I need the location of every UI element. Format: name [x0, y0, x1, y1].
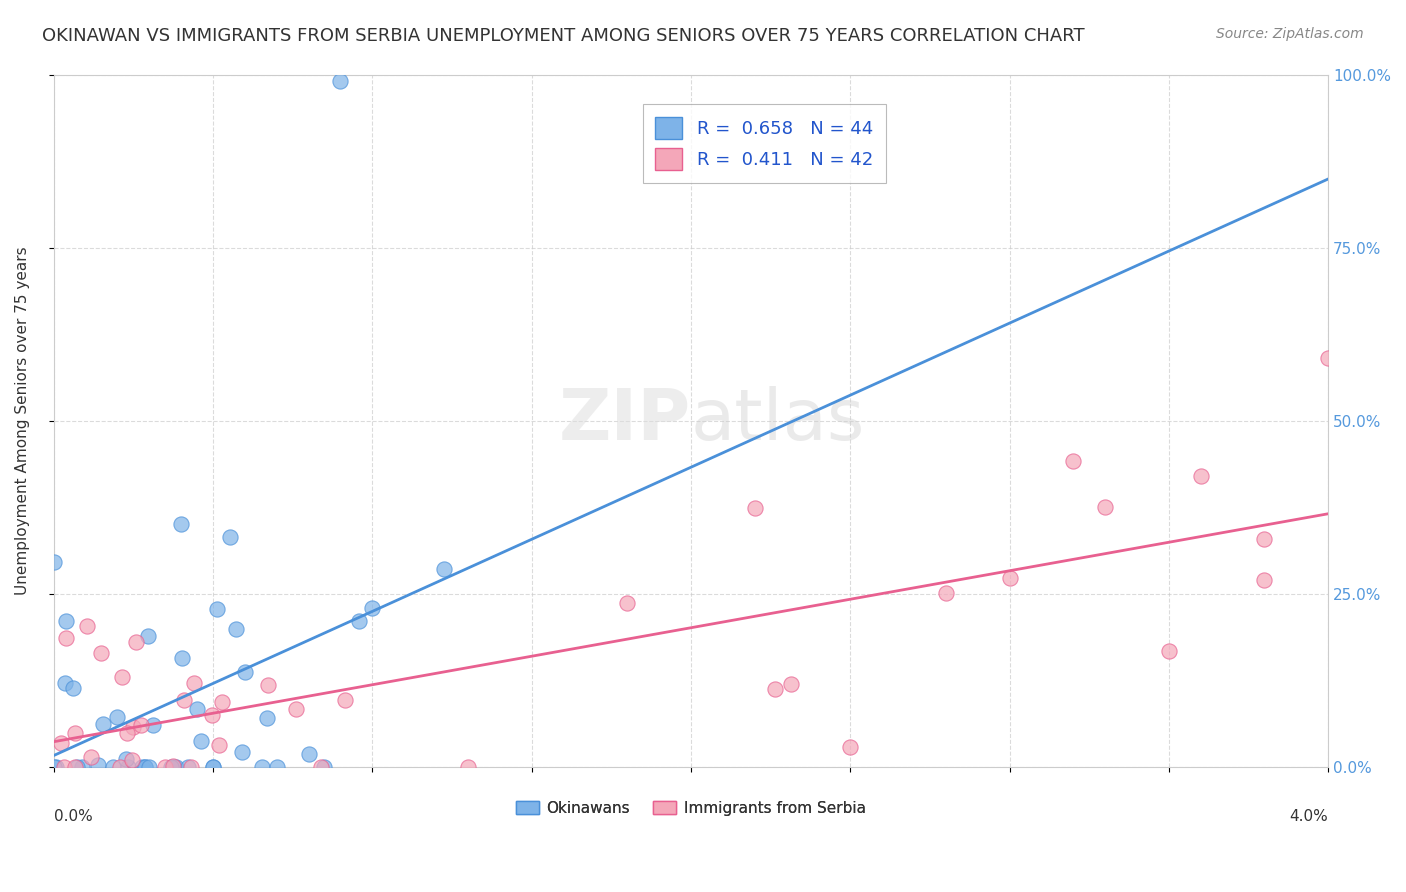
Point [183, 676, 205, 690]
Point [162, 759, 184, 773]
Point [256, 678, 278, 692]
Point [105, 710, 128, 724]
Point [153, 760, 176, 774]
Point [134, 760, 156, 774]
Point [55, 631, 77, 645]
Point [1253, 532, 1275, 546]
Point [136, 629, 159, 643]
Point [314, 760, 336, 774]
Point [180, 760, 202, 774]
Point [176, 760, 198, 774]
Point [1253, 573, 1275, 587]
Point [65, 760, 87, 774]
Point [998, 570, 1021, 584]
Point [170, 517, 193, 532]
Point [218, 530, 240, 544]
Point [935, 585, 957, 599]
Point [90, 646, 112, 660]
Point [91, 717, 114, 731]
Point [433, 562, 456, 576]
Text: OKINAWAN VS IMMIGRANTS FROM SERBIA UNEMPLOYMENT AMONG SENIORS OVER 75 YEARS CORR: OKINAWAN VS IMMIGRANTS FROM SERBIA UNEMP… [42, 27, 1085, 45]
Point [1189, 469, 1212, 483]
Point [256, 711, 278, 725]
Point [457, 760, 479, 774]
Point [839, 740, 862, 755]
Point [1157, 644, 1180, 658]
Point [285, 702, 308, 716]
Point [42, 760, 65, 774]
Point [190, 734, 212, 748]
Point [186, 701, 208, 715]
Text: ZIP: ZIP [558, 386, 690, 456]
Point [86, 758, 108, 772]
Point [1062, 453, 1084, 467]
Point [207, 738, 229, 752]
Point [117, 760, 139, 774]
Point [225, 622, 247, 636]
Point [779, 677, 801, 691]
Point [361, 601, 384, 615]
Point [62, 681, 84, 696]
Point [1094, 500, 1116, 515]
Point [63, 726, 86, 740]
Point [266, 760, 288, 774]
Point [45, 760, 67, 774]
Point [765, 681, 787, 696]
Point [111, 670, 134, 684]
Point [66, 760, 89, 774]
Point [233, 665, 256, 679]
Point [329, 74, 352, 88]
Point [122, 720, 145, 734]
Point [70, 760, 93, 774]
Point [1317, 351, 1340, 366]
Point [134, 760, 156, 774]
Point [333, 693, 356, 707]
Point [42, 555, 65, 569]
Point [125, 635, 148, 649]
Point [131, 760, 153, 774]
Point [49, 736, 72, 750]
Point [163, 760, 186, 774]
Point [202, 760, 225, 774]
Point [347, 615, 370, 629]
Point [80, 749, 103, 764]
Point [744, 501, 766, 516]
Point [211, 695, 233, 709]
Point [52, 760, 75, 774]
Point [173, 693, 195, 707]
Point [616, 596, 638, 610]
Point [108, 760, 131, 774]
Point [201, 760, 224, 774]
Point [250, 760, 273, 774]
Point [201, 708, 224, 723]
Point [55, 615, 77, 629]
Point [142, 718, 165, 732]
Point [121, 754, 143, 768]
Text: 4.0%: 4.0% [1289, 809, 1329, 824]
Point [115, 752, 138, 766]
Point [138, 760, 160, 774]
Point [55, 676, 77, 690]
Point [165, 760, 187, 774]
Point [101, 760, 124, 774]
Point [205, 601, 228, 615]
Text: Source: ZipAtlas.com: Source: ZipAtlas.com [1216, 27, 1364, 41]
Point [309, 760, 332, 774]
Point [129, 718, 152, 732]
Legend: Okinawans, Immigrants from Serbia: Okinawans, Immigrants from Serbia [510, 795, 872, 822]
Point [159, 760, 181, 774]
Text: atlas: atlas [690, 386, 865, 456]
Point [231, 745, 253, 759]
Point [170, 651, 193, 665]
Point [115, 726, 138, 740]
Y-axis label: Unemployment Among Seniors over 75 years: Unemployment Among Seniors over 75 years [15, 246, 30, 595]
Point [76, 619, 98, 633]
Text: 0.0%: 0.0% [53, 809, 93, 824]
Point [297, 747, 319, 761]
